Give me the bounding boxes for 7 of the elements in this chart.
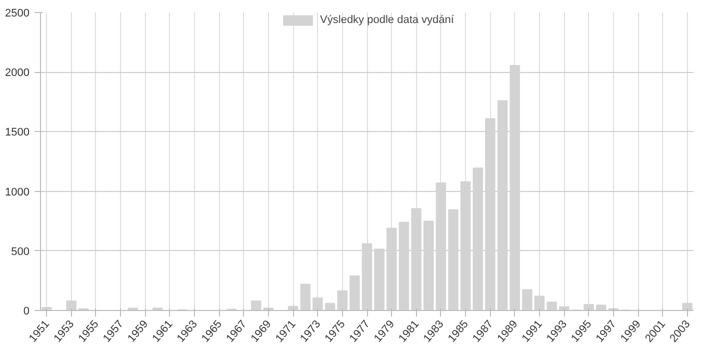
y-tick-label: 500 bbox=[11, 246, 30, 258]
y-tick-label: 1500 bbox=[5, 126, 30, 139]
y-tick-label: 2500 bbox=[5, 8, 30, 20]
y-tick-label: 1000 bbox=[5, 186, 30, 198]
legend-label: Výsledky podle data vydání bbox=[320, 14, 454, 26]
y-tick-label: 0 bbox=[23, 306, 30, 318]
y-tick-label: 2000 bbox=[5, 67, 30, 80]
